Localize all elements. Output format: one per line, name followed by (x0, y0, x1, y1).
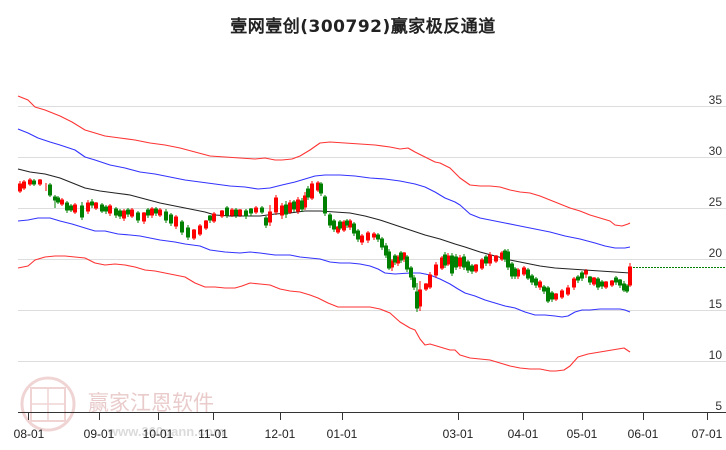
chart-title: 壹网壹创(300792)赢家极反通道 (230, 17, 496, 37)
x-tick-label: 08-01 (14, 427, 45, 441)
x-tick-label: 01-01 (327, 427, 358, 441)
y-tick-label: 35 (709, 93, 723, 107)
x-tick-label: 07-01 (692, 427, 723, 441)
y-tick-label: 30 (709, 144, 723, 158)
middle-line (17, 168, 631, 274)
watermark-seal-icon (20, 376, 76, 432)
x-tick-label: 03-01 (443, 427, 474, 441)
y-tick-label: 20 (709, 246, 723, 260)
y-tick-label: 5 (715, 399, 722, 413)
x-tick-label: 10-01 (143, 427, 174, 441)
y-tick-label: 25 (709, 195, 723, 209)
upper-inner-band-line (17, 128, 631, 249)
x-tick-label: 11-01 (198, 427, 228, 441)
x-tick-label: 06-01 (628, 427, 659, 441)
y-tick-label: 10 (709, 348, 723, 362)
x-tick-label: 04-01 (508, 427, 539, 441)
y-axis-labels: 35 30 25 20 15 10 5 (709, 93, 723, 413)
watermark-brand: 赢家江恩软件 (88, 391, 214, 415)
x-axis (18, 412, 726, 420)
lower-inner-band-line (17, 217, 631, 318)
x-tick-label: 12-01 (265, 427, 296, 441)
watermark: 赢家江恩软件 www.360gann.com (20, 376, 225, 439)
lower-outer-band-line (17, 255, 631, 372)
upper-outer-band-line (17, 95, 631, 227)
x-tick-label: 05-01 (567, 427, 598, 441)
candlesticks (18, 178, 632, 312)
x-axis-labels: 08-01 09-01 10-01 11-01 12-01 01-01 03-0… (14, 427, 723, 441)
x-tick-label: 09-01 (84, 427, 115, 441)
watermark-url: www.360gann.com (107, 424, 225, 439)
gridlines (18, 106, 726, 362)
y-tick-label: 15 (709, 297, 723, 311)
